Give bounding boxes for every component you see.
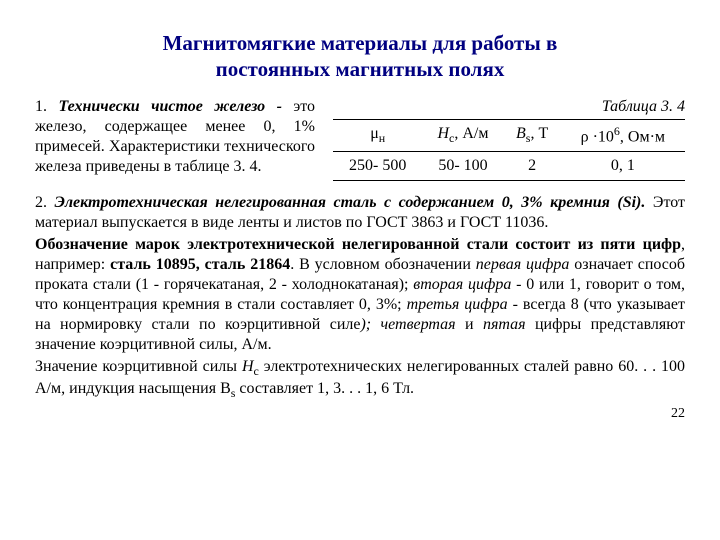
page-title: Магнитомягкие материалы для работы в пос… [35, 30, 685, 83]
body-text: 2. Электротехническая нелегированная ста… [35, 193, 685, 401]
table-caption: Таблица 3. 4 [333, 97, 685, 117]
paragraph-4: Значение коэрцитивной силы Нс электротех… [35, 357, 685, 401]
td-rho: 0, 1 [561, 151, 685, 180]
th-mu: μн [333, 119, 422, 151]
td-hc: 50- 100 [422, 151, 503, 180]
th-bs: Вs, Т [504, 119, 561, 151]
th-rho: ρ ·106, Ом·м [561, 119, 685, 151]
section-1-text: 1. Технически чистое железо - это железо… [35, 97, 315, 181]
page-number: 22 [35, 405, 685, 423]
th-hc: Нс, А/м [422, 119, 503, 151]
td-bs: 2 [504, 151, 561, 180]
data-table: μн Нс, А/м Вs, Т ρ ·106, Ом·м 250- 500 5… [333, 119, 685, 181]
top-section: 1. Технически чистое железо - это железо… [35, 97, 685, 181]
table-header-row: μн Нс, А/м Вs, Т ρ ·106, Ом·м [333, 119, 685, 151]
table-row: 250- 500 50- 100 2 0, 1 [333, 151, 685, 180]
td-mu: 250- 500 [333, 151, 422, 180]
paragraph-2: 2. Электротехническая нелегированная ста… [35, 193, 685, 233]
table-container: Таблица 3. 4 μн Нс, А/м Вs, Т ρ ·106, Ом… [333, 97, 685, 181]
paragraph-3: Обозначение марок электротехнической нел… [35, 235, 685, 355]
